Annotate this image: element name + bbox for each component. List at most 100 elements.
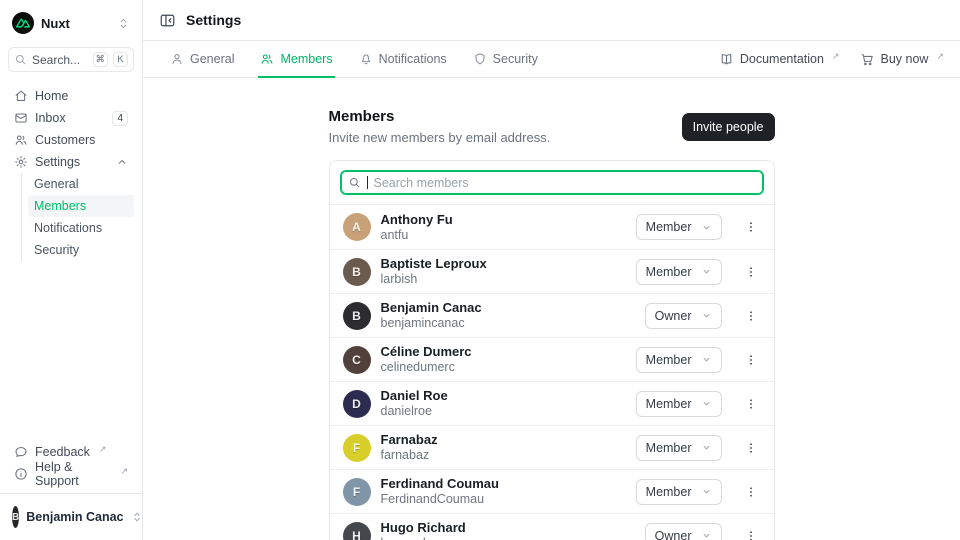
row-menu-button[interactable] [741,523,761,540]
page-header-bar: Settings [143,0,960,41]
row-menu-button[interactable] [741,259,761,285]
kbd-meta: ⌘ [92,52,108,67]
row-menu-button[interactable] [741,214,761,240]
inbox-icon [14,111,28,125]
external-link-icon: ↗ [120,465,128,476]
sidebar-item-home[interactable]: Home [8,85,134,107]
role-label: Owner [654,528,692,540]
header-links: Documentation ↗ Buy now ↗ [719,41,944,77]
workspace-switcher[interactable]: Nuxt [8,8,134,38]
external-link-icon: ↗ [936,50,944,61]
sidebar-item-label: Home [35,89,69,103]
chevron-down-icon [701,266,712,277]
user-name: Benjamin Canac [26,510,124,524]
user-icon [170,52,184,66]
shield-icon [473,52,487,66]
sidebar-item-label: Settings [35,155,81,169]
sidebar-item-label: Feedback [35,445,90,459]
sidebar-item-label: Customers [35,133,96,147]
sidebar-item-notifications[interactable]: Notifications [28,217,134,239]
sidebar: Nuxt Search... ⌘ K Home [0,0,143,540]
role-select[interactable]: Owner [644,522,722,540]
tab-notifications[interactable]: Notifications [359,41,447,77]
member-row: F Ferdinand Coumau FerdinandCoumau Member [329,469,774,513]
sidebar-nav: Home Inbox 4 Customers Settings [8,85,134,261]
tab-members[interactable]: Members [258,41,335,78]
member-row: B Baptiste Leproux larbish Member [329,249,774,293]
chat-bubble-icon [14,445,28,459]
avatar: B [342,301,371,330]
users-icon [14,133,28,147]
sidebar-item-general[interactable]: General [28,173,134,195]
chevron-down-icon [701,486,712,497]
members-section-header: Members Invite new members by email addr… [329,108,775,145]
role-label: Member [645,264,692,279]
sidebar-spacer [8,261,134,441]
role-select[interactable]: Member [635,214,722,240]
row-menu-button[interactable] [741,435,761,461]
sidebar-item-feedback[interactable]: Feedback ↗ [8,441,134,463]
row-menu-button[interactable] [741,391,761,417]
tab-security[interactable]: Security [473,41,538,77]
member-name: Farnabaz [380,432,438,447]
chevrons-up-down-icon [117,17,130,30]
sidebar-item-inbox[interactable]: Inbox 4 [8,107,134,129]
avatar: F [342,433,371,462]
search-icon [14,53,27,66]
documentation-link[interactable]: Documentation ↗ [719,51,840,67]
sidebar-search-button[interactable]: Search... ⌘ K [8,47,134,72]
tab-label: Members [280,52,333,66]
role-label: Member [645,484,692,499]
role-select[interactable]: Member [635,434,722,461]
role-select[interactable]: Member [635,346,722,373]
avatar: A [342,213,371,241]
role-select[interactable]: Member [635,390,722,417]
link-label: Buy now [880,52,929,66]
page-title: Settings [186,12,242,28]
chevron-down-icon [701,398,712,409]
member-row: A Anthony Fu antfu Member [330,205,774,249]
tabs: General Members Notifications [170,41,538,78]
role-select[interactable]: Owner [644,302,722,329]
role-select[interactable]: Member [635,258,722,285]
avatar: D [342,389,371,418]
chevron-down-icon [701,222,712,233]
content-area: Members Invite new members by email addr… [143,78,960,540]
sidebar-item-security[interactable]: Security [28,239,134,261]
collapse-sidebar-icon[interactable] [159,12,176,29]
sidebar-item-customers[interactable]: Customers [8,129,134,151]
buy-now-link[interactable]: Buy now ↗ [860,50,944,67]
sidebar-divider [0,493,142,494]
role-label: Member [645,220,692,234]
role-select[interactable]: Member [635,478,722,505]
home-icon [14,89,28,103]
chevrons-up-down-icon [131,511,143,523]
row-menu-button[interactable] [741,347,761,373]
sidebar-item-help-support[interactable]: Help & Support ↗ [8,460,134,488]
avatar: F [342,477,371,506]
avatar: H [342,521,371,540]
tab-label: General [190,52,235,66]
search-members-input[interactable]: Search members [339,170,764,195]
member-username: hugorcd [381,536,466,540]
sidebar-item-members[interactable]: Members [28,195,134,217]
member-username: benjamincanac [380,316,465,330]
member-username: larbish [380,272,418,286]
row-menu-button[interactable] [741,479,761,505]
tab-general[interactable]: General [170,41,234,77]
member-row: H Hugo Richardhugorcd Owner [329,513,774,540]
kbd-k: K [113,52,128,67]
chevron-up-icon [116,156,128,168]
member-username: celinedumerc [380,360,455,374]
sidebar-item-settings[interactable]: Settings [8,151,134,173]
role-label: Owner [654,308,692,323]
member-username: danielroe [380,404,432,418]
tab-bar: General Members Notifications [143,41,960,78]
external-link-icon: ↗ [98,443,107,454]
member-username: farnabaz [380,448,430,462]
invite-people-button[interactable]: Invite people [681,112,775,141]
user-menu[interactable]: B Benjamin Canac [8,502,140,532]
section-title: Members [328,108,395,125]
row-menu-button[interactable] [741,303,761,329]
role-label: Member [645,396,692,411]
